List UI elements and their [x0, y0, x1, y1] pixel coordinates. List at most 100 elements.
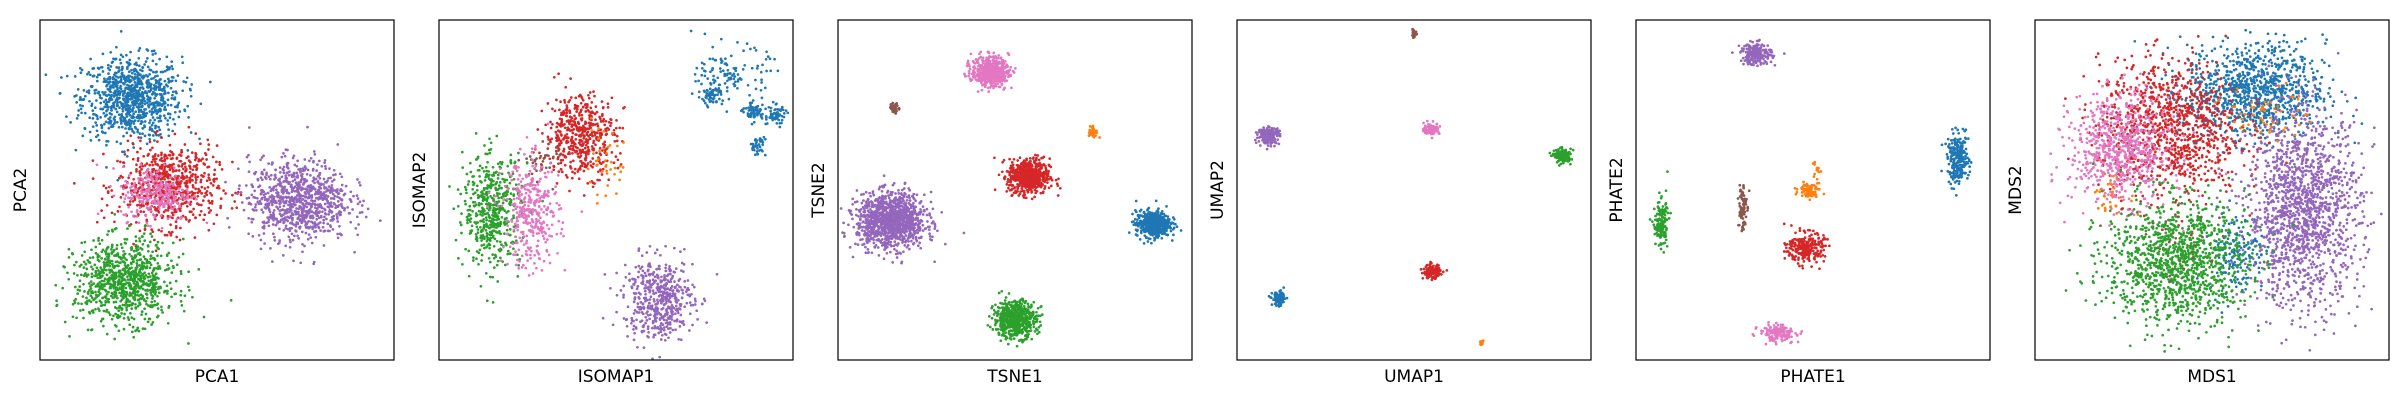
data-point: [113, 57, 117, 61]
data-point: [141, 180, 145, 184]
data-point: [592, 162, 595, 166]
data-point: [247, 202, 251, 206]
data-point: [71, 315, 75, 319]
data-point: [130, 127, 134, 131]
data-point: [261, 178, 264, 182]
data-point: [157, 277, 160, 280]
data-point: [158, 128, 162, 132]
data-point: [529, 257, 532, 260]
data-point: [602, 117, 606, 121]
data-point: [134, 235, 138, 238]
data-point: [328, 189, 332, 192]
data-point: [176, 208, 179, 212]
data-point: [492, 199, 495, 203]
data-point: [496, 162, 500, 166]
data-point: [313, 192, 317, 196]
data-point: [189, 167, 192, 170]
data-point: [601, 167, 605, 171]
data-point: [295, 207, 298, 210]
data-point: [90, 248, 93, 252]
data-point: [277, 199, 281, 203]
data-point: [226, 216, 229, 220]
data-point: [328, 208, 332, 212]
data-point: [596, 178, 599, 182]
data-point: [538, 189, 542, 193]
data-point: [293, 234, 296, 238]
data-point: [101, 283, 105, 287]
data-point: [97, 239, 100, 242]
data-point: [611, 131, 614, 135]
data-point: [115, 247, 119, 250]
data-point: [99, 271, 103, 274]
data-point: [181, 188, 184, 192]
data-point: [135, 115, 139, 119]
data-point: [138, 239, 142, 243]
data-point: [119, 142, 123, 145]
data-point: [120, 72, 124, 76]
data-point: [595, 202, 599, 205]
data-point: [148, 266, 152, 270]
data-point: [456, 188, 460, 191]
data-point: [461, 166, 465, 169]
data-point: [268, 177, 272, 181]
data-point: [505, 222, 508, 225]
data-point: [107, 229, 110, 233]
data-point: [186, 194, 189, 198]
data-point: [267, 162, 270, 165]
data-point: [535, 249, 539, 253]
data-point: [100, 197, 104, 201]
data-point: [67, 256, 71, 259]
data-point: [500, 172, 504, 176]
data-point: [105, 83, 109, 87]
data-point: [594, 159, 598, 163]
data-point: [514, 263, 518, 267]
data-point: [81, 134, 85, 138]
data-point: [251, 208, 255, 211]
data-point: [127, 127, 131, 131]
data-point: [194, 216, 197, 219]
data-point: [112, 103, 116, 107]
data-point: [354, 227, 358, 230]
data-point: [256, 177, 260, 181]
data-point: [315, 214, 319, 218]
data-point: [545, 248, 549, 252]
data-point: [180, 171, 184, 175]
data-point: [290, 185, 294, 189]
data-point: [285, 165, 289, 169]
data-point: [583, 126, 587, 130]
data-point: [96, 133, 100, 137]
data-point: [122, 200, 126, 204]
data-point: [190, 193, 194, 197]
data-point: [118, 176, 121, 180]
data-point: [584, 110, 588, 113]
data-point: [207, 148, 210, 151]
data-point: [314, 177, 318, 181]
data-point: [203, 187, 207, 190]
data-point: [86, 328, 90, 332]
data-point: [99, 266, 103, 269]
data-point: [139, 190, 143, 193]
data-point: [140, 82, 144, 86]
data-point: [336, 143, 340, 146]
data-point: [112, 83, 115, 86]
data-point: [558, 117, 562, 121]
data-point: [488, 204, 492, 208]
data-point: [103, 114, 107, 118]
data-point: [284, 177, 288, 180]
data-point: [130, 210, 133, 214]
data-point: [131, 108, 134, 112]
data-point: [118, 58, 122, 62]
data-point: [170, 97, 174, 100]
data-point: [207, 206, 211, 210]
scatter-points: [448, 29, 790, 360]
data-point: [332, 168, 336, 172]
data-point: [357, 223, 360, 226]
data-point: [130, 193, 134, 197]
data-point: [253, 189, 257, 193]
data-point: [115, 286, 119, 289]
data-point: [607, 120, 611, 124]
data-point: [115, 110, 119, 114]
data-point: [170, 295, 173, 299]
data-point: [156, 302, 160, 306]
data-point: [79, 71, 83, 75]
